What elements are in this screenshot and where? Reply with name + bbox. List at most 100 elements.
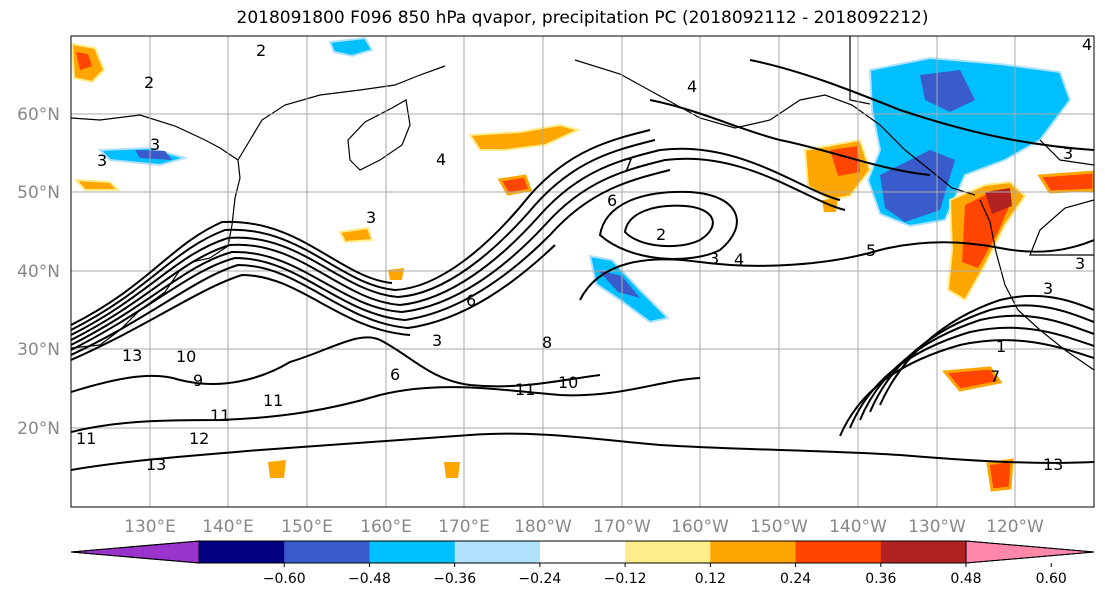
contour-label: 4 [1082, 35, 1092, 54]
negative-precip-region [920, 70, 975, 112]
positive-precip-region [942, 366, 1003, 392]
contour-label: 9 [193, 371, 203, 390]
positive-precip-region [76, 52, 92, 70]
map-panel [70, 35, 1095, 508]
colorbar-segment [625, 541, 711, 563]
contour-label: 13 [122, 346, 142, 365]
colorbar-segment [369, 541, 456, 563]
positive-precip-region [468, 123, 581, 151]
contour-label: 3 [1075, 254, 1085, 273]
contour-label: 7 [623, 155, 633, 174]
lat-label: 30°N [17, 340, 60, 360]
colorbar-tick-label: −0.12 [604, 571, 647, 587]
lon-label: 170°E [438, 517, 490, 537]
lat-label: 60°N [17, 105, 60, 125]
contour-label: 11 [263, 391, 283, 410]
contour-label: 3 [150, 135, 160, 154]
colorbar-segment [795, 541, 882, 563]
contour-label: 13 [146, 455, 166, 474]
contour-label: 2 [256, 41, 266, 60]
negative-precip-region [328, 36, 374, 58]
lon-label: 140°W [829, 517, 887, 537]
contour-label: 5 [866, 241, 876, 260]
contour-label: 6 [390, 365, 400, 384]
colorbar [70, 540, 1095, 567]
contour-label: 11 [76, 429, 96, 448]
contour-label: 2 [144, 73, 154, 92]
contour-label: 3 [366, 208, 376, 227]
colorbar-tick-label: 0.12 [695, 571, 726, 587]
colorbar-tick-label: 0.48 [950, 571, 981, 587]
contour-label: 11 [515, 380, 535, 399]
contour-label: 3 [1043, 279, 1053, 298]
lon-label: 180°W [514, 517, 572, 537]
colorbar-segment [880, 541, 967, 563]
negative-precip-region [598, 270, 640, 298]
contour-label: 3 [97, 151, 107, 170]
positive-precip-region [985, 188, 1012, 214]
colorbar-segment [454, 541, 541, 563]
colorbar-extend-high [965, 540, 1095, 564]
contour-label: 13 [1043, 455, 1063, 474]
lat-label: 20°N [17, 419, 60, 439]
gridlines [71, 36, 1094, 507]
latitude-labels: 60°N 50°N 40°N 30°N 20°N [17, 105, 60, 439]
negative-precip-region [135, 150, 172, 160]
colorbar-tick-label: 0.36 [865, 571, 896, 587]
lon-label: 150°E [281, 517, 333, 537]
colorbar-tick-label: 0.60 [1036, 571, 1067, 587]
qvapor-contours [71, 59, 1094, 471]
colorbar-outline [70, 540, 1095, 564]
lon-label: 150°W [750, 517, 808, 537]
contour-label: 2 [656, 225, 666, 244]
negative-precip-region [880, 150, 955, 222]
colorbar-tick-label: −0.60 [263, 571, 306, 587]
lon-label: 160°W [671, 517, 729, 537]
lon-label: 130°E [124, 517, 176, 537]
lon-label: 120°W [986, 517, 1044, 537]
contour-label: 3 [1063, 144, 1073, 163]
colorbar-tick-label: 0.24 [780, 571, 811, 587]
precipitation-shading [71, 36, 1094, 492]
positive-precip-region [338, 226, 374, 244]
lat-label: 40°N [17, 262, 60, 282]
positive-precip-region [986, 458, 1014, 492]
colorbar-segment [539, 541, 626, 563]
longitude-labels: 130°E 140°E 150°E 160°E 170°E 180°W 170°… [124, 517, 1044, 537]
positive-precip-region [268, 460, 286, 478]
colorbar-labels: −0.60 −0.48 −0.36 −0.24 −0.12 0.12 0.24 0.36 0.4… [263, 571, 1067, 587]
contour-label: 3 [432, 331, 442, 350]
contour-label: 6 [607, 191, 617, 210]
lon-label: 160°E [360, 517, 412, 537]
colorbar-segment [199, 541, 285, 563]
contour-label: 6 [466, 291, 476, 310]
positive-precip-region [1037, 170, 1094, 194]
contour-labels: 2 2 3 3 3 4 3 4 6 7 2 3 4 5 3 3 4 6 8 3 … [76, 35, 1092, 474]
contour-label: 3 [709, 249, 719, 268]
lon-label: 130°W [908, 517, 966, 537]
lon-label: 140°E [202, 517, 254, 537]
colorbar-segment [284, 541, 370, 563]
colorbar-extend-low [70, 540, 200, 564]
lon-label: 170°W [593, 517, 651, 537]
colorbar-segment [710, 541, 797, 563]
contour-label: 4 [436, 150, 446, 169]
contour-label: 10 [558, 373, 578, 392]
map-title: 2018091800 F096 850 hPa qvapor, precipit… [236, 8, 929, 28]
lat-label: 50°N [17, 183, 60, 203]
colorbar-tick-label: −0.48 [348, 571, 391, 587]
contour-label: 7 [990, 367, 1000, 386]
colorbar-tick-label: −0.24 [518, 571, 561, 587]
contour-label: 8 [542, 333, 552, 352]
positive-precip-region [73, 178, 121, 191]
colorbar-tick-label: −0.36 [433, 571, 476, 587]
contour-label: 4 [687, 77, 697, 96]
contour-label: 11 [210, 406, 230, 425]
positive-precip-region [497, 174, 533, 196]
positive-precip-region [388, 268, 404, 280]
positive-precip-region [444, 462, 460, 478]
contour-label: 12 [189, 429, 209, 448]
contour-label: 10 [176, 347, 196, 366]
contour-label: 4 [734, 250, 744, 269]
